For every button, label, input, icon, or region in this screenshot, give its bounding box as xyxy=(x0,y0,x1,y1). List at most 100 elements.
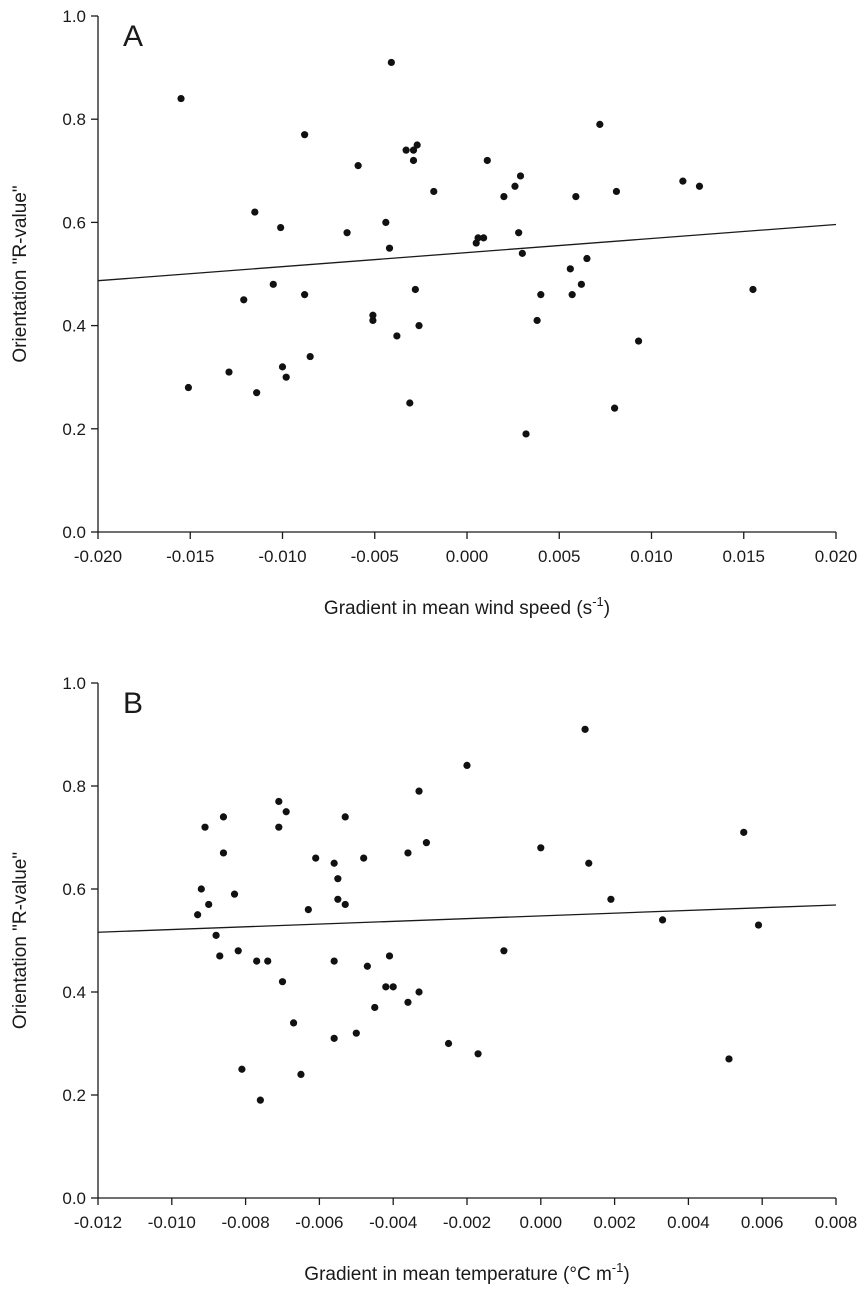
data-point xyxy=(474,234,482,242)
data-point xyxy=(238,1065,246,1073)
data-point xyxy=(312,854,320,862)
data-point xyxy=(581,725,589,733)
x-axis-title: Gradient in mean wind speed (s-1) xyxy=(324,594,610,619)
data-point xyxy=(413,141,421,149)
data-point xyxy=(341,813,349,821)
data-point xyxy=(480,234,488,242)
data-point xyxy=(234,947,242,955)
data-point xyxy=(253,389,261,397)
y-tick-label: 0.6 xyxy=(62,880,86,899)
data-point xyxy=(389,983,397,991)
regression-line xyxy=(97,223,837,282)
data-point xyxy=(500,193,508,201)
data-point xyxy=(278,363,287,371)
x-tick-label: -0.002 xyxy=(443,1213,491,1232)
x-axis-title: Gradient in mean temperature (°C m-1) xyxy=(304,1260,629,1285)
y-axis-title: Orientation "R-value" xyxy=(10,852,31,1029)
panel-b: 0.0 0.2 0.4 0.6 0.8 1.0 -0.012 -0.010 -0.008 -0.0… xyxy=(10,674,857,1285)
data-point xyxy=(415,322,423,330)
data-point xyxy=(537,291,545,299)
data-point xyxy=(297,1070,305,1078)
data-point xyxy=(444,1039,453,1048)
data-point xyxy=(695,182,704,190)
x-tick-label: 0.015 xyxy=(722,547,765,566)
x-axis-title-main: Gradient in mean wind speed (s xyxy=(324,598,592,619)
y-tick-label: 0.2 xyxy=(62,420,86,439)
data-point xyxy=(537,844,545,852)
data-point xyxy=(253,957,261,965)
data-point xyxy=(330,1034,338,1042)
data-point xyxy=(269,280,277,288)
data-point xyxy=(278,978,287,986)
x-axis-title-main: Gradient in mean temperature (°C m xyxy=(304,1264,612,1285)
y-tick-label: 1.0 xyxy=(62,674,86,693)
data-point xyxy=(275,797,283,806)
data-point xyxy=(369,311,377,319)
data-point xyxy=(264,957,272,965)
data-point xyxy=(282,808,290,816)
data-point xyxy=(393,332,401,340)
data-point xyxy=(583,254,591,263)
data-point xyxy=(612,187,621,196)
data-point xyxy=(306,352,314,361)
panel-label: A xyxy=(123,20,143,53)
data-point xyxy=(382,983,390,991)
data-point xyxy=(754,921,763,929)
data-point xyxy=(577,280,585,288)
data-point xyxy=(352,1029,360,1037)
data-point xyxy=(474,1050,482,1058)
data-point xyxy=(369,316,377,325)
y-tick-label: 0.6 xyxy=(62,213,86,232)
data-point xyxy=(415,988,423,996)
data-point xyxy=(201,823,209,831)
data-point xyxy=(205,900,213,909)
data-point xyxy=(360,854,368,862)
y-tick-label: 0.4 xyxy=(62,317,86,336)
x-tick-label: -0.005 xyxy=(351,547,399,566)
data-point xyxy=(411,285,419,294)
regression-line xyxy=(97,904,837,933)
data-point xyxy=(404,998,412,1006)
data-point xyxy=(406,399,414,407)
y-tick-label: 0.0 xyxy=(62,523,86,542)
data-point xyxy=(216,952,224,960)
x-axis-title-close: ) xyxy=(623,1264,629,1285)
data-point xyxy=(301,291,309,299)
data-point xyxy=(219,849,228,857)
data-point xyxy=(522,430,530,438)
data-point xyxy=(634,337,643,345)
data-point xyxy=(402,146,410,154)
data-point xyxy=(240,296,248,304)
data-point xyxy=(385,244,394,252)
x-axis-title-superscript: -1 xyxy=(592,594,604,609)
x-tick-label: 0.000 xyxy=(446,547,489,566)
data-point xyxy=(518,249,526,257)
data-point xyxy=(679,177,687,185)
data-point xyxy=(725,1055,733,1063)
y-axis-title: Orientation "R-value" xyxy=(10,185,31,362)
x-axis-title-close: ) xyxy=(604,598,610,619)
data-point xyxy=(500,947,508,955)
data-point xyxy=(607,895,615,903)
data-point xyxy=(568,291,576,299)
data-point xyxy=(511,182,519,190)
data-point xyxy=(277,223,285,232)
data-point xyxy=(197,885,205,893)
panel-label: B xyxy=(123,687,143,720)
x-tick-label: 0.002 xyxy=(593,1213,636,1232)
data-point xyxy=(256,1096,264,1104)
x-tick-label: 0.006 xyxy=(741,1213,784,1232)
data-point xyxy=(658,916,667,924)
x-axis-title-superscript: -1 xyxy=(612,1260,624,1275)
data-point xyxy=(371,1003,379,1012)
data-point xyxy=(611,404,619,412)
data-point xyxy=(330,859,338,867)
data-point xyxy=(289,1019,298,1027)
x-tick-label: -0.008 xyxy=(221,1213,269,1232)
data-point xyxy=(304,906,312,914)
data-point xyxy=(301,131,309,139)
data-point xyxy=(409,146,418,154)
data-point xyxy=(409,156,418,165)
